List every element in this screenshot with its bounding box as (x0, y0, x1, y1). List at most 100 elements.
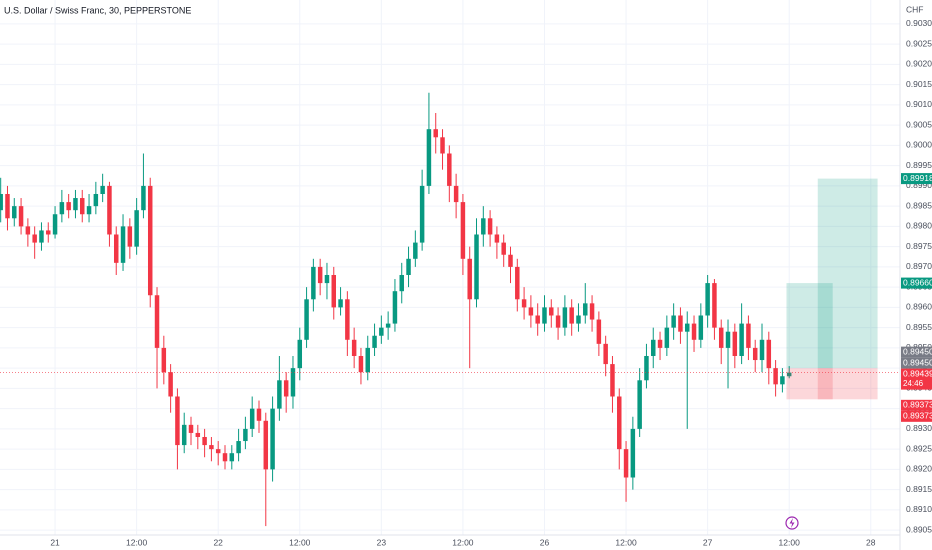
x-tick-label: 26 (540, 537, 550, 547)
candle-body (175, 396, 180, 446)
candle-body (413, 242, 418, 259)
x-tick-label: 12:00 (779, 537, 801, 547)
candle-body (691, 323, 697, 340)
target-label-badge (901, 173, 932, 185)
candle-body (440, 137, 445, 154)
candle-body (0, 193, 3, 211)
candle-body (243, 428, 248, 442)
candle-body (141, 185, 146, 211)
candle-body (39, 230, 44, 243)
candle-body (623, 449, 629, 478)
x-tick-label: 28 (866, 537, 876, 547)
candle-body (759, 339, 765, 361)
candle-body (392, 291, 398, 324)
x-tick-label: 27 (703, 537, 713, 547)
candle-body (331, 274, 337, 308)
candle-body (372, 335, 377, 348)
candle-body (569, 307, 574, 324)
candle-body (651, 339, 656, 356)
candle-body (358, 355, 364, 373)
candle-body (780, 376, 785, 385)
candle-body (80, 198, 85, 215)
candle-body (474, 234, 479, 300)
candle-body (277, 380, 282, 409)
candle-body (127, 226, 133, 247)
candle-body (181, 424, 187, 446)
candle-body (746, 323, 751, 348)
candle-body (705, 283, 710, 316)
candle-body (161, 347, 167, 373)
candle-body (304, 299, 309, 340)
candle-body (773, 368, 778, 385)
candle-body (52, 214, 58, 235)
x-tick-label: 12:00 (615, 537, 637, 547)
candle-body (453, 185, 459, 203)
candle-body (399, 274, 404, 292)
candle-body (86, 206, 92, 215)
candle-body (617, 396, 622, 450)
x-tick-label: 12:00 (289, 537, 311, 547)
candle-body (351, 339, 357, 356)
candle-body (718, 327, 724, 348)
candle-body (12, 206, 17, 219)
x-tick-label: 22 (213, 537, 223, 547)
profit-zone (786, 283, 833, 369)
candle-body (521, 299, 527, 308)
candle-body (249, 408, 255, 429)
x-tick-label: 23 (377, 537, 387, 547)
candle-body (188, 424, 194, 433)
candle-body (630, 428, 636, 478)
candle-body (460, 202, 466, 259)
candle-body (583, 303, 588, 316)
candle-body (215, 449, 221, 454)
candle-body (508, 254, 513, 267)
candle-body (120, 226, 126, 263)
candle-body (100, 185, 105, 194)
candle-body (229, 453, 235, 462)
candle-body (426, 129, 432, 186)
candle-body (46, 230, 51, 235)
candle-body (256, 408, 262, 421)
stop-label-badge (901, 410, 932, 422)
entry-label-badge (901, 346, 932, 358)
candle-body (684, 323, 690, 332)
last-price-badge (901, 368, 932, 390)
candle-body (209, 445, 214, 450)
candle-body (637, 380, 642, 429)
candle-body (134, 210, 139, 247)
candle-body (73, 198, 78, 211)
candle-body (481, 218, 486, 235)
candle-body (379, 327, 384, 336)
candle-body (297, 339, 303, 369)
candle-body (467, 258, 472, 300)
entry-label: 0.89450 (903, 346, 932, 356)
loss-zone (786, 368, 833, 400)
replay-icon[interactable] (785, 516, 799, 530)
y-tick-label: 0.89050 (906, 524, 932, 534)
candle-body (725, 331, 731, 348)
candle-body (32, 234, 37, 243)
candle-body (270, 408, 275, 470)
candle-body (406, 258, 411, 275)
candle-body (202, 436, 207, 446)
candle-body (678, 315, 683, 332)
candle-body (562, 307, 568, 328)
target-label: 0.89918 (903, 173, 932, 183)
candle-body (671, 315, 676, 328)
